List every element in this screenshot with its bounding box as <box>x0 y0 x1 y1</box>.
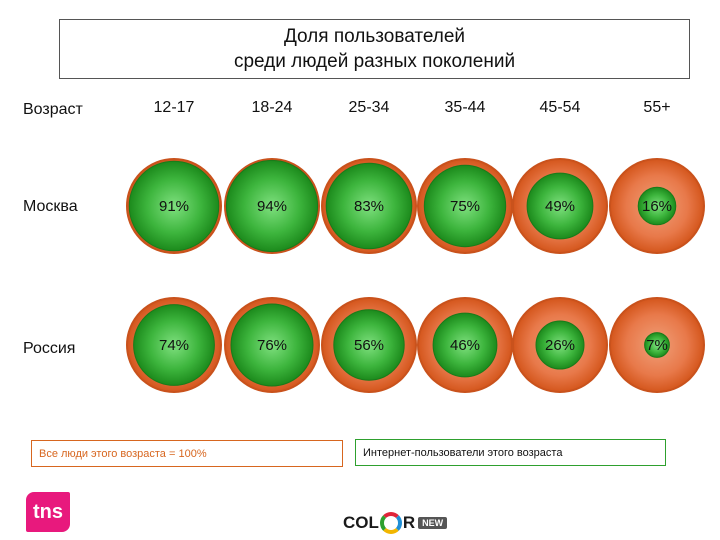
data-label: 49% <box>545 198 575 215</box>
bubble-inner-internet-users <box>526 172 594 240</box>
legend-outer-all-people: Все люди этого возраста = 100% <box>31 440 343 467</box>
bubble-inner-internet-users <box>325 162 413 250</box>
data-label: 7% <box>646 337 668 354</box>
bubble-inner-internet-users <box>423 164 507 248</box>
bubble-inner-internet-users <box>637 186 677 226</box>
bubble-inner-internet-users <box>225 159 319 253</box>
row-label-moscow: Москва <box>23 198 78 215</box>
column-header: 45-54 <box>539 99 581 116</box>
color-logo-left: COL <box>343 513 379 532</box>
chart-title-line-2: среди людей разных поколений <box>233 51 516 72</box>
data-label: 75% <box>450 198 480 215</box>
column-header: 25-34 <box>348 99 390 116</box>
bubble-inner-internet-users <box>133 304 215 386</box>
row-label-russia: Россия <box>23 340 76 357</box>
legend-inner-internet-users: Интернет-пользователи этого возраста <box>355 439 666 466</box>
bubble-inner-internet-users <box>230 303 314 387</box>
bubble-inner-internet-users <box>644 332 670 358</box>
column-header: 18-24 <box>251 99 293 116</box>
new-tag: NEW <box>418 517 448 529</box>
chart-title-line-1: Доля пользователей <box>283 26 466 47</box>
data-label: 46% <box>450 337 480 354</box>
color-ring-icon <box>379 512 402 534</box>
data-label: 76% <box>257 337 287 354</box>
data-label: 74% <box>159 337 189 354</box>
column-header: 12-17 <box>153 99 195 116</box>
row-header-label: Возраст <box>23 101 83 118</box>
data-label: 94% <box>257 198 287 215</box>
data-label: 83% <box>354 198 384 215</box>
bubble-inner-internet-users <box>432 312 498 378</box>
column-header: 35-44 <box>444 99 486 116</box>
color-new-logo: COL R NEW <box>343 510 448 536</box>
tns-logo: tns <box>26 492 70 532</box>
chart-title: Доля пользователей среди людей разных по… <box>59 19 690 79</box>
bubble-inner-internet-users <box>128 160 220 252</box>
data-label: 91% <box>159 198 189 215</box>
color-logo-right: R <box>402 513 416 532</box>
column-header: 55+ <box>643 99 671 116</box>
data-label: 26% <box>545 337 575 354</box>
bubble-inner-internet-users <box>535 320 585 370</box>
bubble-inner-internet-users <box>333 309 405 381</box>
data-label: 16% <box>642 198 672 215</box>
data-label: 56% <box>354 337 384 354</box>
